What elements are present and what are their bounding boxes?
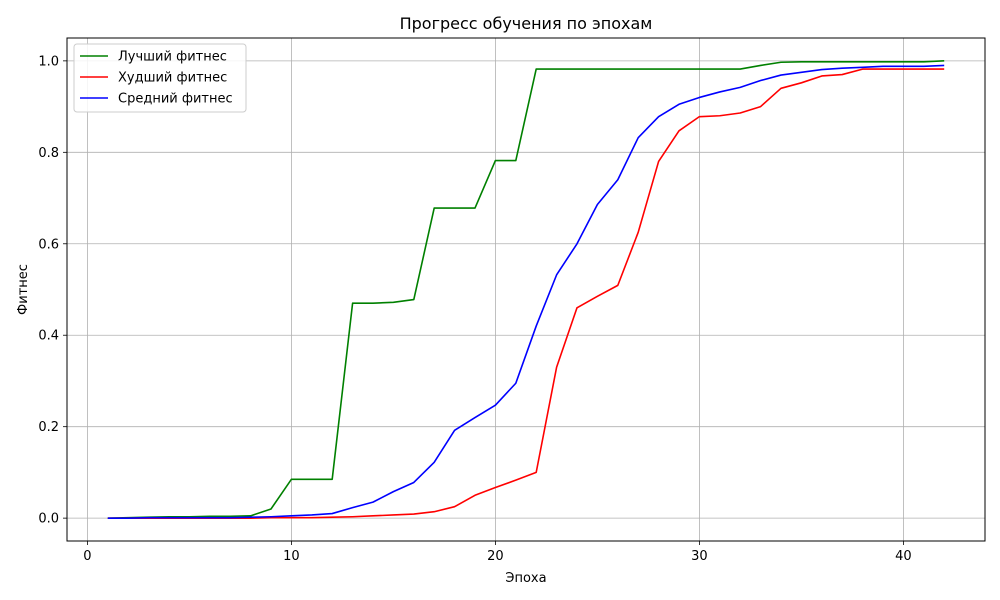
legend-label: Худший фитнес [118,71,227,86]
y-tick-label: 0.6 [38,237,59,252]
legend: Лучший фитнес Худший фитнес Средний фитнес [73,43,247,113]
plot-frame [66,37,986,542]
x-axis-label: Эпоха [505,571,546,586]
x-tick-label: 10 [283,549,300,564]
series-line-3 [107,64,945,519]
legend-label: Лучший фитнес [118,50,227,65]
x-tick-label: 30 [691,549,708,564]
y-axis-label: Фитнес [16,264,31,315]
legend-label: Средний фитнес [118,92,233,107]
x-tick-label: 20 [487,549,504,564]
y-tick-label: 1.0 [38,54,59,69]
x-tick-label: 0 [83,549,91,564]
y-tick-label: 0.8 [38,146,59,161]
y-tick-label: 0.2 [38,420,59,435]
series-line-1 [107,60,945,519]
y-tick-label: 0.4 [38,329,59,344]
series-line-2 [107,68,945,519]
x-tick-label: 40 [895,549,912,564]
y-tick-label: 0.0 [38,512,59,527]
grid [67,38,985,541]
legend-box [73,43,247,113]
series-lines [107,60,945,519]
axis-ticks: 0 10 20 30 40 0.0 0.2 0.4 0.6 0.8 1.0 [38,54,911,564]
chart-title: Прогресс обучения по эпохам [400,14,653,33]
